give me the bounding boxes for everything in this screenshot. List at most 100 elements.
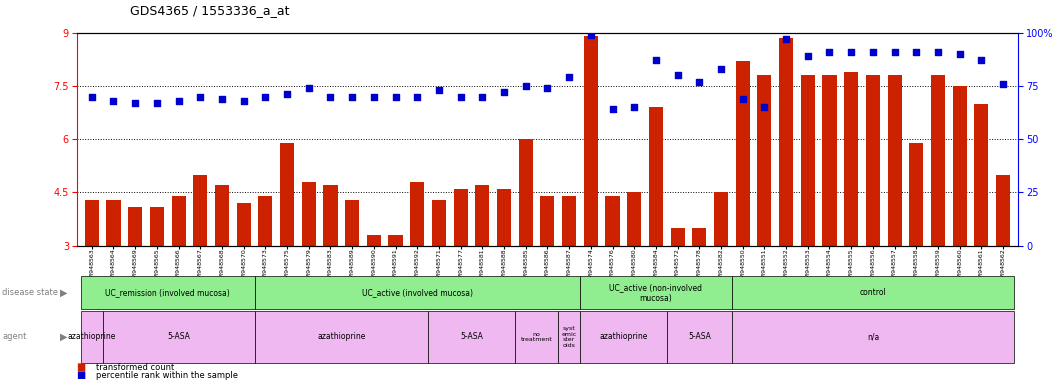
Bar	[975, 104, 988, 246]
Bar	[931, 75, 945, 246]
Bar	[562, 196, 577, 246]
Point	[691, 79, 708, 85]
Text: azathioprine: azathioprine	[317, 333, 366, 341]
Point	[908, 49, 925, 55]
Point	[647, 57, 664, 63]
Bar	[128, 207, 143, 246]
Point	[821, 49, 838, 55]
Point	[734, 96, 751, 102]
Text: transformed count: transformed count	[96, 364, 174, 372]
Point	[930, 49, 947, 55]
Point	[322, 94, 339, 100]
Text: n/a: n/a	[867, 333, 879, 341]
Point	[713, 66, 730, 72]
Text: control: control	[860, 288, 886, 297]
Bar	[302, 182, 316, 246]
Point	[127, 100, 144, 106]
Bar	[194, 175, 207, 246]
Bar	[497, 189, 511, 246]
Point	[843, 49, 860, 55]
Bar	[345, 200, 360, 246]
Text: UC_active (involved mucosa): UC_active (involved mucosa)	[362, 288, 472, 297]
Bar	[584, 36, 598, 246]
Bar	[215, 185, 229, 246]
Bar	[171, 196, 185, 246]
Text: disease state: disease state	[2, 288, 59, 297]
Bar	[866, 75, 880, 246]
Bar	[779, 38, 793, 246]
Text: 5-ASA: 5-ASA	[460, 333, 483, 341]
Bar	[952, 86, 967, 246]
Point	[778, 36, 795, 42]
Bar	[693, 228, 706, 246]
Point	[886, 49, 903, 55]
Point	[604, 106, 621, 113]
Point	[799, 53, 816, 59]
Text: GDS4365 / 1553336_a_at: GDS4365 / 1553336_a_at	[130, 4, 289, 17]
Point	[344, 94, 361, 100]
Text: 5-ASA: 5-ASA	[167, 333, 190, 341]
Text: ▶: ▶	[60, 288, 67, 298]
Point	[148, 100, 165, 106]
Point	[582, 32, 599, 38]
Point	[170, 98, 187, 104]
Point	[192, 94, 209, 100]
Bar	[735, 61, 750, 246]
Bar	[518, 139, 533, 246]
Point	[496, 89, 513, 95]
Bar	[801, 75, 815, 246]
Bar	[150, 207, 164, 246]
Bar	[714, 192, 728, 246]
Bar	[822, 75, 836, 246]
Point	[279, 91, 296, 98]
Point	[972, 57, 990, 63]
Point	[235, 98, 252, 104]
Point	[473, 94, 491, 100]
Bar	[910, 143, 924, 246]
Point	[995, 81, 1012, 87]
Text: no
treatment: no treatment	[520, 331, 552, 343]
Bar	[323, 185, 337, 246]
Point	[83, 94, 100, 100]
Bar	[844, 72, 859, 246]
Point	[561, 74, 578, 81]
Text: azathioprine: azathioprine	[68, 333, 116, 341]
Point	[452, 94, 469, 100]
Point	[214, 96, 231, 102]
Bar	[453, 189, 468, 246]
Point	[755, 104, 772, 110]
Bar	[670, 228, 684, 246]
Bar	[411, 182, 425, 246]
Text: agent: agent	[2, 333, 27, 341]
Bar	[541, 196, 554, 246]
Text: ■: ■	[77, 370, 86, 380]
Bar	[259, 196, 272, 246]
Point	[538, 85, 555, 91]
Point	[409, 94, 426, 100]
Text: percentile rank within the sample: percentile rank within the sample	[96, 371, 237, 380]
Point	[431, 87, 448, 93]
Point	[256, 94, 273, 100]
Bar	[996, 175, 1010, 246]
Bar	[280, 143, 294, 246]
Text: ▶: ▶	[60, 332, 67, 342]
Point	[105, 98, 122, 104]
Point	[365, 94, 382, 100]
Point	[300, 85, 317, 91]
Text: syst
emic
ster
oids: syst emic ster oids	[562, 326, 577, 348]
Text: 5-ASA: 5-ASA	[687, 333, 711, 341]
Point	[864, 49, 881, 55]
Bar	[476, 185, 489, 246]
Text: UC_remission (involved mucosa): UC_remission (involved mucosa)	[105, 288, 230, 297]
Bar	[106, 200, 120, 246]
Bar	[758, 75, 771, 246]
Bar	[367, 235, 381, 246]
Point	[669, 72, 686, 78]
Text: azathioprine: azathioprine	[599, 333, 648, 341]
Bar	[85, 200, 99, 246]
Bar	[887, 75, 901, 246]
Point	[951, 51, 968, 57]
Text: ■: ■	[77, 362, 86, 372]
Point	[517, 83, 534, 89]
Bar	[627, 192, 642, 246]
